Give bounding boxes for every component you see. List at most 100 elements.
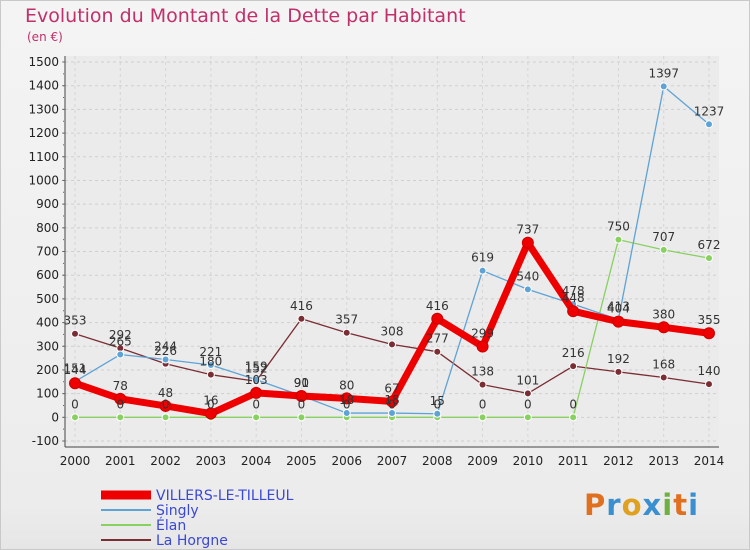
data-point [614, 367, 623, 376]
data-label: 144 [64, 363, 87, 377]
data-point [206, 360, 215, 369]
data-label: 0 [524, 397, 532, 411]
data-point [342, 409, 351, 418]
data-label: 672 [698, 238, 721, 252]
data-label: 0 [343, 397, 351, 411]
data-label: 707 [652, 230, 675, 244]
data-label: 478 [562, 284, 585, 298]
x-tick-label: 2006 [331, 454, 362, 468]
data-label: 308 [381, 324, 404, 338]
data-label: 152 [245, 361, 268, 375]
data-label: 357 [335, 313, 358, 327]
y-tick-label: 1200 [28, 126, 59, 140]
data-point [114, 392, 127, 405]
y-tick-label: 400 [36, 316, 59, 330]
x-tick-label: 2010 [513, 454, 544, 468]
data-label: 80 [339, 378, 354, 392]
y-tick-label: 1400 [28, 79, 59, 93]
data-label: 18 [339, 393, 354, 407]
data-point [297, 314, 306, 323]
data-label: 91 [294, 376, 309, 390]
data-label: 0 [207, 397, 215, 411]
data-point [703, 327, 715, 340]
data-point [116, 350, 125, 359]
y-tick-label: 800 [36, 221, 59, 235]
x-tick-label: 2012 [603, 454, 634, 468]
x-tick-label: 2014 [694, 454, 725, 468]
data-point [340, 392, 353, 405]
x-tick-label: 2011 [558, 454, 589, 468]
data-label: 140 [698, 364, 721, 378]
data-label: 380 [652, 307, 675, 321]
proxiti-logo: Proxiti [584, 488, 699, 522]
data-label: 101 [516, 373, 539, 387]
data-label: 90 [294, 376, 309, 390]
data-point [523, 285, 532, 294]
y-tick-label: -100 [32, 434, 59, 448]
data-label: 0 [252, 397, 260, 411]
logo-letter: o [621, 488, 643, 522]
data-label: 404 [607, 302, 630, 316]
data-label: 0 [71, 397, 79, 411]
data-label: 15 [430, 394, 445, 408]
data-point [659, 373, 668, 382]
data-label: 192 [607, 352, 630, 366]
x-tick-label: 2001 [105, 454, 136, 468]
data-point [433, 347, 442, 356]
data-label: 0 [433, 397, 441, 411]
data-label: 0 [479, 397, 487, 411]
y-tick-label: 1000 [28, 173, 59, 187]
data-point [71, 413, 79, 422]
data-label: 277 [426, 332, 449, 346]
data-point [567, 305, 580, 318]
data-label: 16 [203, 394, 218, 408]
data-point [161, 355, 170, 364]
data-label: 353 [64, 314, 87, 328]
data-point [705, 380, 713, 389]
data-point [476, 340, 489, 353]
data-point [295, 389, 308, 402]
y-tick-label: 200 [36, 363, 59, 377]
data-label: 1237 [694, 104, 725, 118]
data-label: 416 [426, 299, 449, 313]
data-point [116, 413, 125, 422]
logo-letter: r [606, 488, 622, 522]
data-label: 540 [516, 269, 539, 283]
data-point [433, 409, 442, 418]
data-point [69, 377, 81, 390]
legend-label: VILLERS-LE-TILLEUL [156, 488, 294, 504]
logo-letter: i [688, 488, 700, 522]
data-label: 48 [158, 386, 173, 400]
data-label: 413 [607, 299, 630, 313]
data-label: 151 [64, 362, 87, 376]
data-point [204, 407, 217, 420]
data-point [569, 362, 578, 371]
data-label: 226 [154, 344, 177, 358]
data-label: 0 [298, 397, 306, 411]
data-label: 18 [384, 393, 399, 407]
data-label: 355 [698, 313, 721, 327]
data-point [705, 120, 713, 129]
data-point [431, 312, 444, 325]
data-label: 299 [471, 326, 494, 340]
x-tick-label: 2005 [286, 454, 317, 468]
data-label: 159 [245, 360, 268, 374]
data-label: 78 [113, 379, 128, 393]
data-point [523, 413, 532, 422]
x-tick-label: 2013 [648, 454, 679, 468]
data-label: 416 [290, 299, 313, 313]
x-tick-label: 2003 [196, 454, 227, 468]
data-label: 103 [245, 373, 268, 387]
y-tick-label: 1500 [28, 55, 59, 69]
data-point [659, 245, 668, 254]
y-tick-label: 500 [36, 292, 59, 306]
data-label: 1397 [648, 66, 679, 80]
data-point [657, 321, 670, 334]
logo-letter: P [584, 488, 607, 522]
data-label: 737 [516, 223, 539, 237]
x-tick-label: 2000 [60, 454, 91, 468]
data-point [569, 413, 578, 422]
data-point [523, 389, 532, 398]
